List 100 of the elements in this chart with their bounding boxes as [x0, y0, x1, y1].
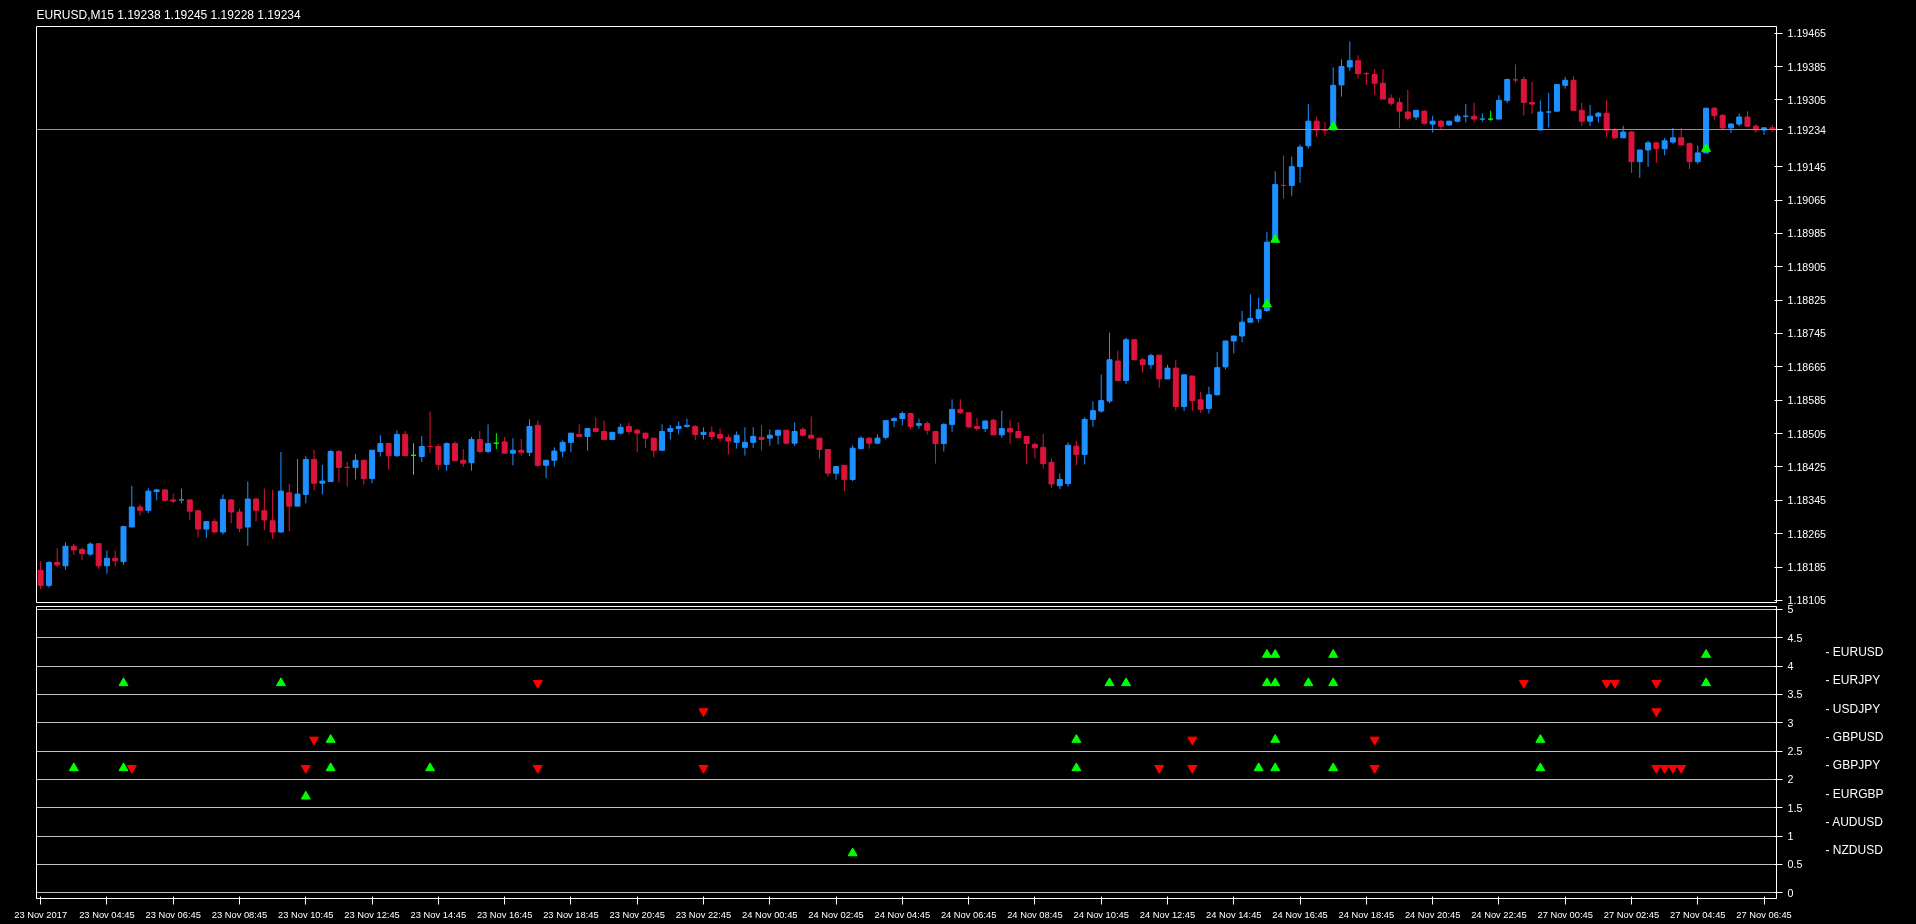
candlestick: [62, 541, 69, 571]
candlestick: [95, 542, 102, 570]
x-tick-label: 27 Nov 06:45: [1736, 909, 1792, 920]
point: [1535, 762, 1546, 772]
point: [118, 762, 129, 772]
candlestick: [543, 459, 550, 479]
point: [532, 764, 543, 774]
point: [532, 679, 543, 689]
candlestick: [1297, 144, 1304, 184]
point: [1369, 764, 1380, 774]
x-tick-label: 23 Nov 08:45: [211, 909, 268, 920]
point: [1518, 679, 1529, 689]
y-tick-label: 1.18585: [1787, 394, 1827, 407]
candlestick: [816, 437, 823, 460]
candlestick: [1156, 354, 1163, 389]
candlestick: [808, 415, 815, 439]
candlestick: [683, 418, 690, 429]
y-tick-label: 1.5: [1787, 801, 1803, 814]
candlestick: [725, 433, 732, 455]
candlestick: [1694, 144, 1701, 165]
point: [1676, 764, 1687, 774]
candlestick: [1031, 441, 1038, 460]
point: [1328, 120, 1339, 130]
candlestick: [261, 488, 268, 531]
candlestick: [625, 421, 632, 435]
x-tick-label: 23 Nov 12:45: [344, 909, 400, 920]
candlestick: [1379, 68, 1386, 100]
point: [68, 762, 79, 772]
candlestick: [45, 560, 52, 588]
candlestick: [973, 417, 980, 432]
candlestick: [294, 458, 301, 507]
x-tick-label: 23 Nov 22:45: [675, 909, 732, 920]
candlestick: [1338, 58, 1345, 98]
candlestick: [1247, 293, 1254, 323]
point: [1651, 708, 1662, 718]
candlestick: [1089, 400, 1096, 428]
point: [300, 790, 311, 800]
text: - GBPUSD: [1825, 729, 1884, 744]
x-tick-label: 24 Nov 04:45: [874, 909, 931, 920]
point: [1270, 677, 1281, 687]
candlestick: [377, 434, 384, 458]
x-tick-label: 24 Nov 00:45: [742, 909, 798, 920]
candlestick: [1007, 419, 1014, 445]
y-tick-label: 1.18505: [1787, 427, 1827, 440]
candlestick: [451, 441, 458, 462]
candlestick: [551, 446, 558, 468]
x-tick-label: 23 Nov 20:45: [609, 909, 665, 920]
x-tick-label: 27 Nov 02:45: [1603, 909, 1660, 920]
candlestick: [79, 546, 86, 561]
candlestick: [1603, 99, 1610, 138]
y-tick-label: 1.19145: [1787, 160, 1827, 173]
point: [1187, 736, 1198, 746]
point: [1701, 649, 1712, 658]
point: [275, 677, 286, 687]
candlestick: [1512, 63, 1519, 84]
x-tick-label: 23 Nov 2017: [14, 909, 68, 920]
y-tick-label: 1.18425: [1787, 460, 1827, 473]
point: [1609, 679, 1620, 689]
candlestick: [1288, 156, 1295, 197]
candlestick: [1355, 54, 1362, 80]
x-tick-label: 23 Nov 06:45: [145, 909, 201, 920]
x-tick-label: 27 Nov 04:45: [1670, 909, 1726, 920]
candlestick: [1578, 102, 1585, 127]
candlestick: [54, 547, 61, 568]
x-tick-label: 23 Nov 18:45: [543, 909, 599, 920]
x-tick-label: 24 Nov 10:45: [1073, 909, 1129, 920]
point: [1328, 762, 1339, 772]
point: [126, 764, 137, 774]
candlestick: [335, 449, 342, 483]
candlestick: [137, 503, 144, 516]
candlestick: [650, 437, 657, 458]
candlestick: [1313, 116, 1320, 138]
candlestick: [998, 410, 1005, 439]
candlestick: [1545, 92, 1552, 128]
text: - EURJPY: [1825, 673, 1881, 688]
y-tick-label: 2.5: [1787, 745, 1803, 758]
point: [1071, 734, 1082, 743]
y-tick-label: 1.18265: [1787, 527, 1827, 540]
point: [1659, 764, 1670, 774]
y-tick-label: 3.5: [1787, 688, 1803, 701]
point: [1601, 679, 1612, 689]
candlestick: [824, 448, 831, 478]
candlestick: [891, 416, 898, 428]
candlestick: [476, 430, 483, 454]
x-tick-label: 24 Nov 12:45: [1139, 909, 1196, 920]
candlestick: [741, 426, 748, 457]
candlestick: [269, 489, 276, 540]
x-tick-label: 24 Nov 02:45: [808, 909, 864, 920]
point: [1071, 762, 1082, 772]
point: [425, 762, 436, 772]
candlestick: [659, 423, 666, 452]
y-tick-label: 4.5: [1787, 631, 1803, 644]
x-tick-label: 24 Nov 16:45: [1272, 909, 1328, 920]
text: - EURGBP: [1825, 786, 1884, 801]
candlestick: [1040, 433, 1047, 470]
candlestick: [1636, 149, 1643, 179]
y-tick-label: 1: [1787, 830, 1794, 843]
y-tick-label: 0: [1787, 886, 1794, 899]
candlestick: [1098, 373, 1105, 414]
candlestick: [1396, 97, 1403, 129]
